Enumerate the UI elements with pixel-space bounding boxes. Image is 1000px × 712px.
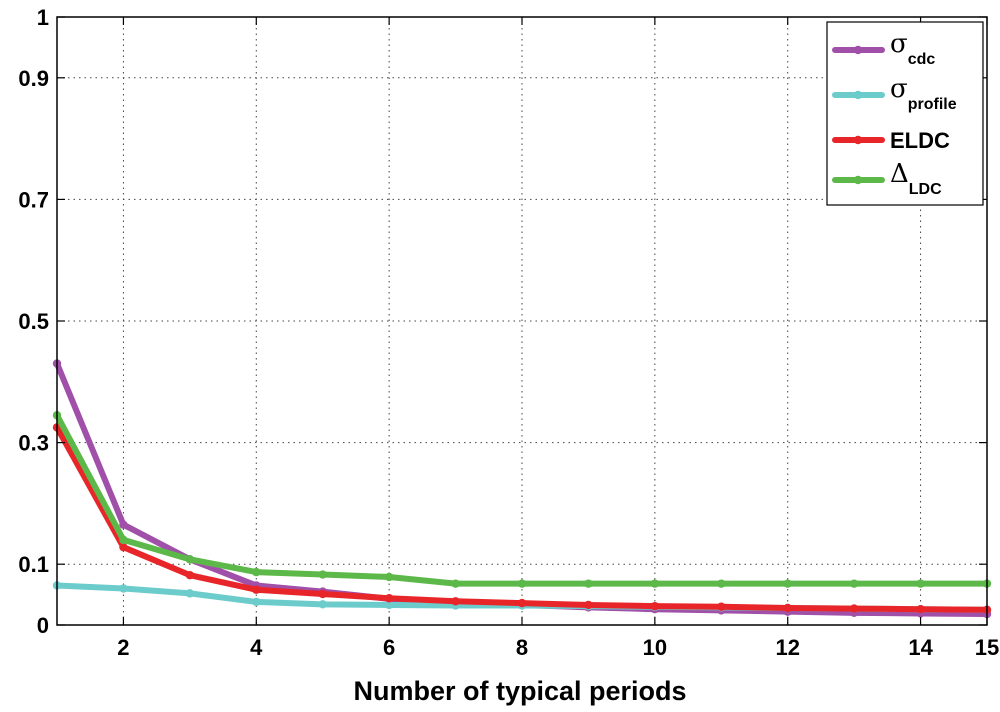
- x-tick-label: 4: [250, 635, 263, 660]
- legend-marker: [853, 90, 863, 100]
- legend-item: σprofile: [832, 74, 957, 113]
- data-point: [451, 579, 460, 588]
- data-point: [318, 589, 327, 599]
- data-point: [384, 594, 394, 603]
- x-tick-label: 10: [643, 635, 667, 660]
- data-point: [584, 579, 593, 588]
- data-point: [517, 579, 527, 588]
- legend-marker: [853, 135, 863, 145]
- data-point: [783, 603, 792, 613]
- data-point: [119, 535, 128, 545]
- data-point: [717, 602, 726, 611]
- x-tick-label: 12: [775, 635, 799, 660]
- data-point: [252, 585, 261, 594]
- data-point: [650, 579, 660, 588]
- data-point: [916, 579, 925, 588]
- data-point: [517, 598, 527, 608]
- y-tick-label: 0.9: [18, 66, 49, 91]
- data-point: [119, 584, 128, 593]
- y-tick-label: 0.5: [18, 309, 49, 334]
- series-4: [52, 411, 992, 588]
- x-tick-label: 2: [117, 635, 129, 660]
- data-point: [185, 570, 195, 580]
- data-point: [119, 520, 128, 529]
- y-tick-label: 0.3: [18, 431, 49, 456]
- series-3: [52, 423, 992, 614]
- data-point: [185, 555, 195, 564]
- y-tick-label: 1: [37, 5, 49, 30]
- axis-tick-labels: 2 4 6 8 10 12 14 15 0 0.1 0.3 0.5 0.7 0.9 1: [18, 5, 999, 660]
- data-point: [252, 567, 261, 577]
- legend-item: ELDC: [832, 128, 950, 153]
- legend-marker: [853, 175, 863, 185]
- y-tick-label: 0.7: [18, 187, 49, 212]
- legend: σcdc σprofile ELDC ΔLDC: [826, 21, 984, 206]
- data-point: [318, 570, 327, 579]
- x-tick-label: 8: [516, 635, 528, 660]
- data-point: [849, 604, 859, 613]
- y-tick-label: 0: [37, 613, 49, 638]
- series-layer: [52, 359, 992, 619]
- x-tick-label: 15: [975, 635, 999, 660]
- legend-label: σprofile: [890, 74, 957, 113]
- legend-label: ELDC: [890, 128, 950, 153]
- data-point: [185, 589, 195, 598]
- data-point: [384, 572, 394, 582]
- legend-label: σcdc: [890, 29, 935, 68]
- x-tick-label: 14: [908, 635, 933, 660]
- data-point: [384, 600, 394, 610]
- x-tick-label: 6: [383, 635, 395, 660]
- data-point: [584, 600, 593, 610]
- legend-marker: [853, 45, 863, 55]
- x-axis-title: Number of typical periods: [353, 676, 686, 706]
- legend-label: ΔLDC: [890, 159, 942, 198]
- data-point: [717, 579, 726, 588]
- data-point: [783, 579, 792, 588]
- y-tick-label: 0.1: [18, 552, 49, 577]
- data-point: [849, 579, 859, 588]
- data-point: [252, 597, 261, 607]
- data-point: [318, 600, 327, 609]
- legend-item: ΔLDC: [832, 159, 942, 198]
- data-point: [916, 604, 925, 614]
- data-point: [451, 597, 460, 606]
- data-point: [650, 601, 660, 611]
- legend-item: σcdc: [832, 29, 935, 68]
- data-point: [119, 542, 128, 552]
